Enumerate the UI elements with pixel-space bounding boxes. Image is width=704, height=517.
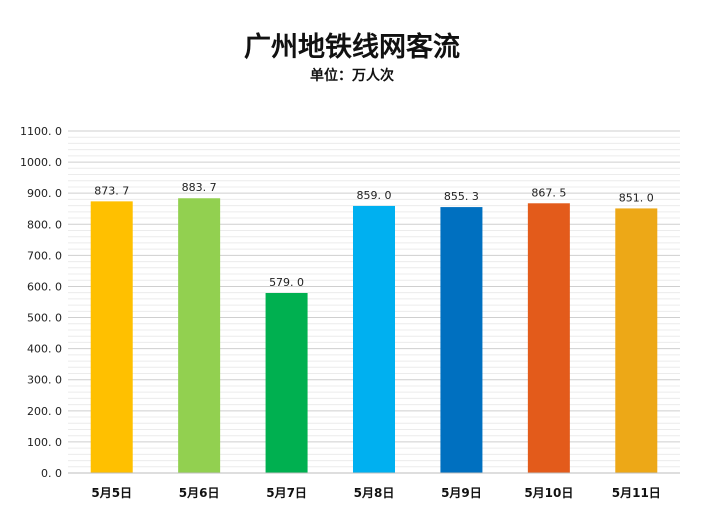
data-label: 851. 0 [619, 191, 654, 204]
bar [265, 292, 308, 473]
data-label: 883. 7 [182, 181, 217, 194]
chart-subtitle: 单位：万人次 [310, 67, 394, 84]
bar [527, 203, 570, 473]
y-tick-label: 400. 0 [27, 343, 62, 356]
y-tick-label: 300. 0 [27, 374, 62, 387]
x-tick-label: 5月8日 [354, 486, 395, 500]
y-tick-label: 700. 0 [27, 249, 62, 262]
y-tick-label: 1000. 0 [20, 156, 62, 169]
x-tick-label: 5月7日 [266, 486, 307, 500]
x-tick-label: 5月10日 [524, 486, 573, 500]
bar [178, 198, 221, 473]
y-tick-label: 900. 0 [27, 187, 62, 200]
bar [615, 208, 658, 473]
data-label: 867. 5 [531, 186, 566, 199]
data-label: 859. 0 [357, 189, 392, 202]
bars [90, 198, 658, 474]
data-label: 873. 7 [94, 184, 129, 197]
x-tick-label: 5月11日 [612, 486, 661, 500]
data-labels: 873. 7 883. 7 579. 0 859. 0 855. 3 867. 5 851.… [94, 181, 654, 289]
y-tick-label: 0. 0 [41, 467, 62, 480]
bar [440, 207, 483, 473]
y-tick-label: 1100. 0 [20, 125, 62, 138]
y-tick-label: 500. 0 [27, 312, 62, 325]
y-tick-label: 600. 0 [27, 280, 62, 293]
y-axis: 0. 0 100. 0 200. 0 300. 0 400. 0 500. 0 600. 0… [20, 125, 62, 480]
bar [90, 201, 133, 473]
chart-title: 广州地铁线网客流 [244, 31, 460, 63]
data-label: 579. 0 [269, 276, 304, 289]
bar [353, 205, 395, 474]
x-axis: 5月5日 5月6日 5月7日 5月8日 5月9日 5月10日 5月11日 [68, 472, 680, 500]
x-tick-label: 5月9日 [441, 486, 482, 500]
x-tick-label: 5月6日 [179, 486, 220, 500]
data-label: 855. 3 [444, 190, 479, 203]
y-tick-label: 200. 0 [27, 405, 62, 418]
y-tick-label: 800. 0 [27, 218, 62, 231]
x-tick-label: 5月5日 [91, 486, 132, 500]
y-tick-label: 100. 0 [27, 436, 62, 449]
